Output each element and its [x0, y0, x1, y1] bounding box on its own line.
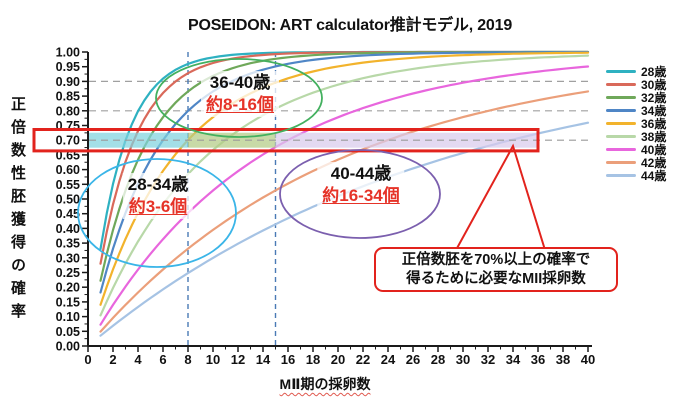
x-tick-label: 2: [109, 352, 116, 367]
y-tick-label: 0.70: [56, 134, 80, 148]
y-tick-label: 0.95: [56, 60, 80, 74]
legend-label: 42歳: [641, 156, 667, 170]
x-tick-label: 32: [481, 352, 495, 367]
y-tick-label: 0.30: [56, 251, 80, 265]
annotation-28-34-oocytes: 約3-6個: [128, 197, 188, 217]
y-tick-label: 0.60: [56, 163, 80, 177]
callout-line2: 得るために必要なMII採卵数: [406, 270, 586, 287]
y-tick-label: 0.20: [56, 281, 80, 295]
y-tick-label: 0.90: [56, 75, 80, 89]
legend-item-32歳: 32歳: [606, 91, 667, 105]
legend-swatch: [606, 147, 636, 152]
annotation-40-44-age: 40-44歳: [330, 164, 392, 183]
chart-title: POSEIDON: ART calculator推計モデル, 2019: [187, 17, 513, 34]
legend-swatch: [606, 160, 636, 165]
y-tick-label: 0.25: [56, 266, 80, 280]
legend-swatch: [606, 134, 636, 139]
annotation-28-34-age: 28-34歳: [127, 175, 189, 194]
legend-label: 38歳: [641, 130, 667, 144]
annotation-36-40: 36-40歳 約8-16個: [200, 71, 280, 118]
y-tick-label: 0.35: [56, 237, 80, 251]
legend-item-28歳: 28歳: [606, 65, 667, 79]
y-tick-label: 1.00: [56, 46, 80, 60]
annotation-40-44: 40-44歳 約16-34個: [317, 162, 405, 209]
legend-swatch: [606, 69, 636, 74]
legend-item-30歳: 30歳: [606, 78, 667, 92]
x-tick-label: 34: [506, 352, 521, 367]
x-tick-label: 30: [456, 352, 470, 367]
x-tick-label: 4: [134, 352, 142, 367]
legend-label: 32歳: [641, 91, 667, 105]
y-axis-label: 正倍数性胚獲得の確率: [9, 96, 26, 326]
x-axis-label: MⅡ期の採卵数: [279, 376, 371, 392]
legend-label: 44歳: [641, 169, 667, 183]
legend-swatch: [606, 121, 636, 126]
ellipse-28-34: [77, 158, 237, 268]
annotation-36-40-age: 36-40歳: [209, 73, 271, 92]
x-tick-label: 22: [356, 352, 370, 367]
curve-34歳: [99, 50, 590, 294]
legend-swatch: [606, 82, 636, 87]
legend-label: 28歳: [641, 65, 667, 79]
callout-box: 正倍数胚を70%以上の確率で 得るために必要なMII採卵数: [374, 247, 618, 292]
y-tick-label: 0.45: [56, 207, 80, 221]
annotation-40-44-oocytes: 約16-34個: [322, 186, 400, 206]
x-tick-label: 36: [531, 352, 545, 367]
x-tick-label: 24: [381, 352, 396, 367]
legend-item-44歳: 44歳: [606, 169, 667, 183]
y-tick-label: 0.00: [56, 340, 80, 354]
x-tick-label: 18: [306, 352, 320, 367]
legend: 28歳 30歳 32歳 34歳 36歳 38歳 40歳 42歳 44歳: [606, 65, 667, 183]
legend-label: 30歳: [641, 78, 667, 92]
x-tick-label: 12: [231, 352, 245, 367]
legend-item-40歳: 40歳: [606, 143, 667, 157]
legend-item-36歳: 36歳: [606, 117, 667, 131]
y-tick-label: 0.55: [56, 178, 80, 192]
legend-item-42歳: 42歳: [606, 156, 667, 170]
curve-42歳: [99, 90, 590, 333]
y-tick-label: 0.80: [56, 104, 80, 118]
callout-line1: 正倍数胚を70%以上の確率で: [401, 251, 591, 268]
x-tick-label: 16: [281, 352, 295, 367]
x-tick-label: 38: [556, 352, 570, 367]
ellipse-40-44: [279, 149, 441, 239]
legend-swatch: [606, 173, 636, 178]
x-tick-label: 10: [206, 352, 220, 367]
y-tick-label: 0.05: [56, 325, 80, 339]
y-tick-label: 0.40: [56, 222, 80, 236]
legend-item-38歳: 38歳: [606, 130, 667, 144]
curve-40歳: [99, 65, 590, 326]
legend-label: 34歳: [641, 104, 667, 118]
y-tick-label: 0.50: [56, 193, 80, 207]
x-tick-label: 20: [331, 352, 345, 367]
annotation-28-34: 28-34歳 約3-6個: [122, 173, 194, 220]
x-tick-label: 6: [159, 352, 166, 367]
x-tick-label: 40: [581, 352, 595, 367]
y-tick-label: 0.85: [56, 90, 80, 104]
legend-label: 40歳: [641, 143, 667, 157]
x-tick-label: 14: [256, 352, 271, 367]
legend-item-34歳: 34歳: [606, 104, 667, 118]
y-tick-label: 0.15: [56, 295, 80, 309]
ellipse-36-40: [155, 58, 323, 138]
callout-wedge: [454, 143, 547, 251]
x-tick-label: 0: [84, 352, 91, 367]
legend-label: 36歳: [641, 117, 667, 131]
x-tick-label: 26: [406, 352, 420, 367]
y-tick-label: 0.10: [56, 310, 80, 324]
x-tick-label: 28: [431, 352, 445, 367]
legend-swatch: [606, 95, 636, 100]
legend-swatch: [606, 108, 636, 113]
x-tick-label: 8: [184, 352, 191, 367]
annotation-36-40-oocytes: 約8-16個: [205, 95, 275, 115]
